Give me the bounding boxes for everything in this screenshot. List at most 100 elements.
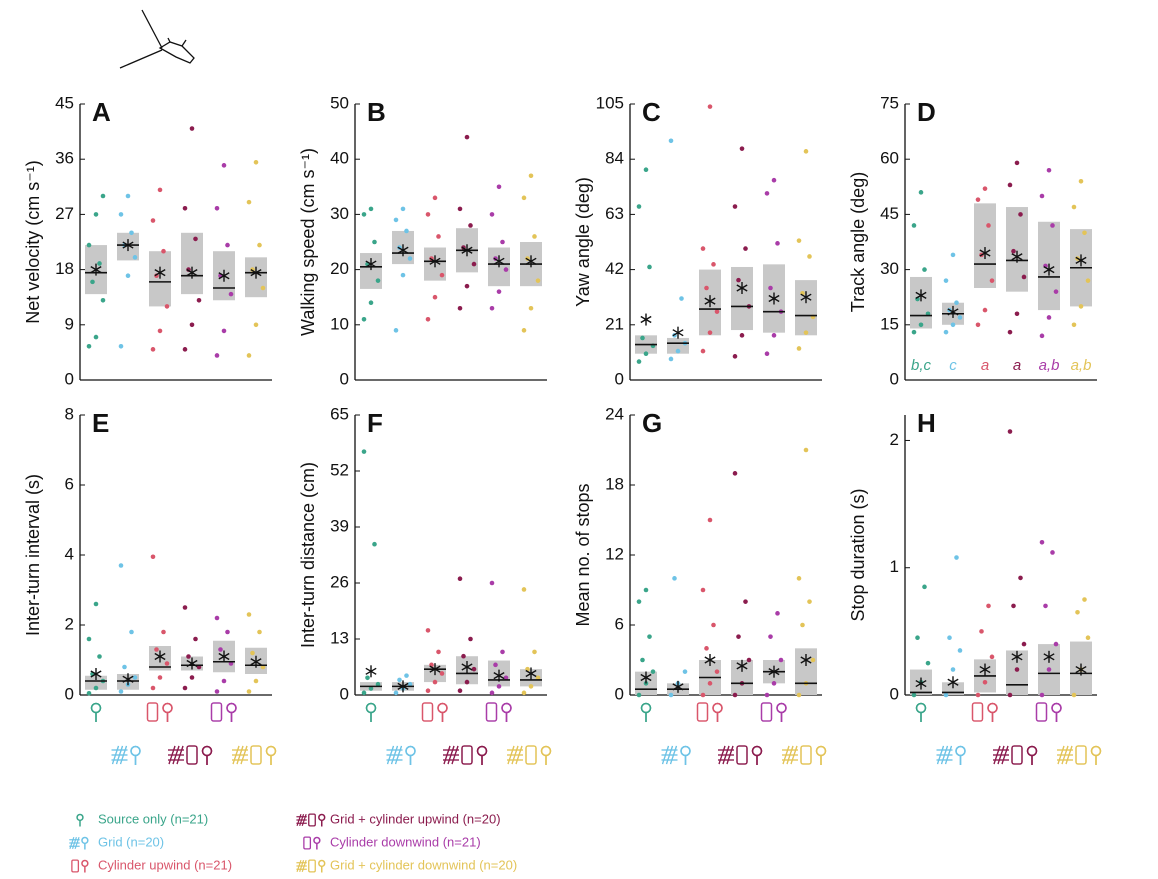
mean-stroke <box>429 665 441 673</box>
panel-label: D <box>917 97 936 127</box>
mean <box>493 255 505 268</box>
data-point <box>93 685 99 691</box>
icon-cylinder <box>186 745 198 765</box>
y-tick-label: 39 <box>330 516 349 535</box>
y-tick-label: 27 <box>55 204 74 223</box>
data-point <box>253 322 259 328</box>
data-point <box>225 242 230 248</box>
icon-cylinder <box>461 745 473 765</box>
icon-source <box>640 702 652 714</box>
data-point <box>468 636 473 642</box>
mean-stroke <box>397 682 409 690</box>
data-point <box>1078 178 1084 184</box>
data-point <box>982 307 988 313</box>
data-point <box>700 348 706 354</box>
y-tick-label: 30 <box>330 204 349 223</box>
icon-grid <box>790 745 798 765</box>
icon-source <box>76 813 84 822</box>
data-point <box>679 296 684 301</box>
icon-grid <box>944 745 953 765</box>
y-tick-label: 40 <box>330 149 349 168</box>
icon-source <box>1090 745 1102 757</box>
data-point <box>1071 692 1077 698</box>
data-point <box>1050 223 1055 228</box>
data-point <box>425 688 431 693</box>
data-point <box>100 193 106 199</box>
data-point <box>986 223 991 228</box>
data-point <box>228 291 234 297</box>
data-point <box>771 177 777 183</box>
data-point <box>1007 692 1013 698</box>
data-point <box>1021 274 1027 280</box>
mean-stroke <box>525 669 537 678</box>
data-point <box>457 305 463 311</box>
data-point <box>1018 575 1023 581</box>
data-point <box>989 278 995 283</box>
data-point <box>746 657 752 663</box>
data-point <box>150 347 156 352</box>
mean-stroke <box>122 675 134 683</box>
icon-source <box>226 702 237 714</box>
data-point <box>118 343 124 349</box>
icon-cylinder <box>1075 745 1087 765</box>
y-tick-label: 9 <box>65 314 74 333</box>
data-point <box>221 678 227 684</box>
data-point <box>161 248 166 254</box>
treatment-icon <box>232 745 277 765</box>
legend-label: Cylinder downwind (n=21) <box>330 834 481 849</box>
data-point <box>253 159 259 165</box>
data-point <box>468 223 473 228</box>
mean-stroke <box>525 257 537 265</box>
data-point <box>503 675 509 681</box>
mean <box>429 255 441 268</box>
data-point <box>764 351 770 357</box>
y-tick-label: 36 <box>55 149 74 168</box>
data-point <box>489 305 495 311</box>
data-point <box>489 690 495 696</box>
data-point <box>150 554 156 560</box>
significance-letter: a,b <box>1039 357 1060 374</box>
data-point <box>182 685 188 691</box>
data-point <box>943 329 949 335</box>
icon-grid <box>119 745 128 765</box>
data-point <box>732 692 738 698</box>
data-point <box>521 195 527 201</box>
y-tick-label: 21 <box>605 314 624 333</box>
data-point <box>397 677 402 683</box>
data-point <box>464 679 470 685</box>
data-point <box>164 661 170 666</box>
mean <box>461 244 473 257</box>
data-point <box>425 212 431 217</box>
data-point <box>954 555 959 560</box>
data-point <box>246 199 252 205</box>
significance-letter: a,b <box>1071 357 1092 374</box>
iqr-box <box>910 276 932 329</box>
data-point <box>1014 160 1020 166</box>
data-point <box>1021 641 1027 647</box>
data-point <box>796 238 802 243</box>
mean <box>915 677 927 690</box>
data-point <box>404 673 409 678</box>
y-axis-label: Yaw angle (deg) <box>573 177 593 307</box>
data-point <box>954 300 959 306</box>
data-point <box>1018 212 1023 217</box>
legend-label: Grid + cylinder downwind (n=20) <box>330 857 517 872</box>
treatment-icon <box>993 745 1038 765</box>
data-point <box>125 273 131 279</box>
mean-stroke <box>154 269 166 277</box>
data-point <box>743 599 748 604</box>
data-point <box>221 163 227 168</box>
icon-cylinder <box>800 745 812 765</box>
data-point <box>636 599 642 604</box>
data-point <box>425 316 431 322</box>
data-point <box>122 664 127 670</box>
mean <box>461 661 473 673</box>
mean-stroke <box>1043 653 1055 661</box>
data-point <box>361 449 367 454</box>
data-point <box>86 690 92 696</box>
data-point <box>93 601 99 607</box>
data-point <box>778 657 784 663</box>
panel: 0 6 12 18 24 G Mean no. of stops <box>573 404 822 703</box>
mean <box>768 292 780 305</box>
data-point <box>1071 204 1077 210</box>
